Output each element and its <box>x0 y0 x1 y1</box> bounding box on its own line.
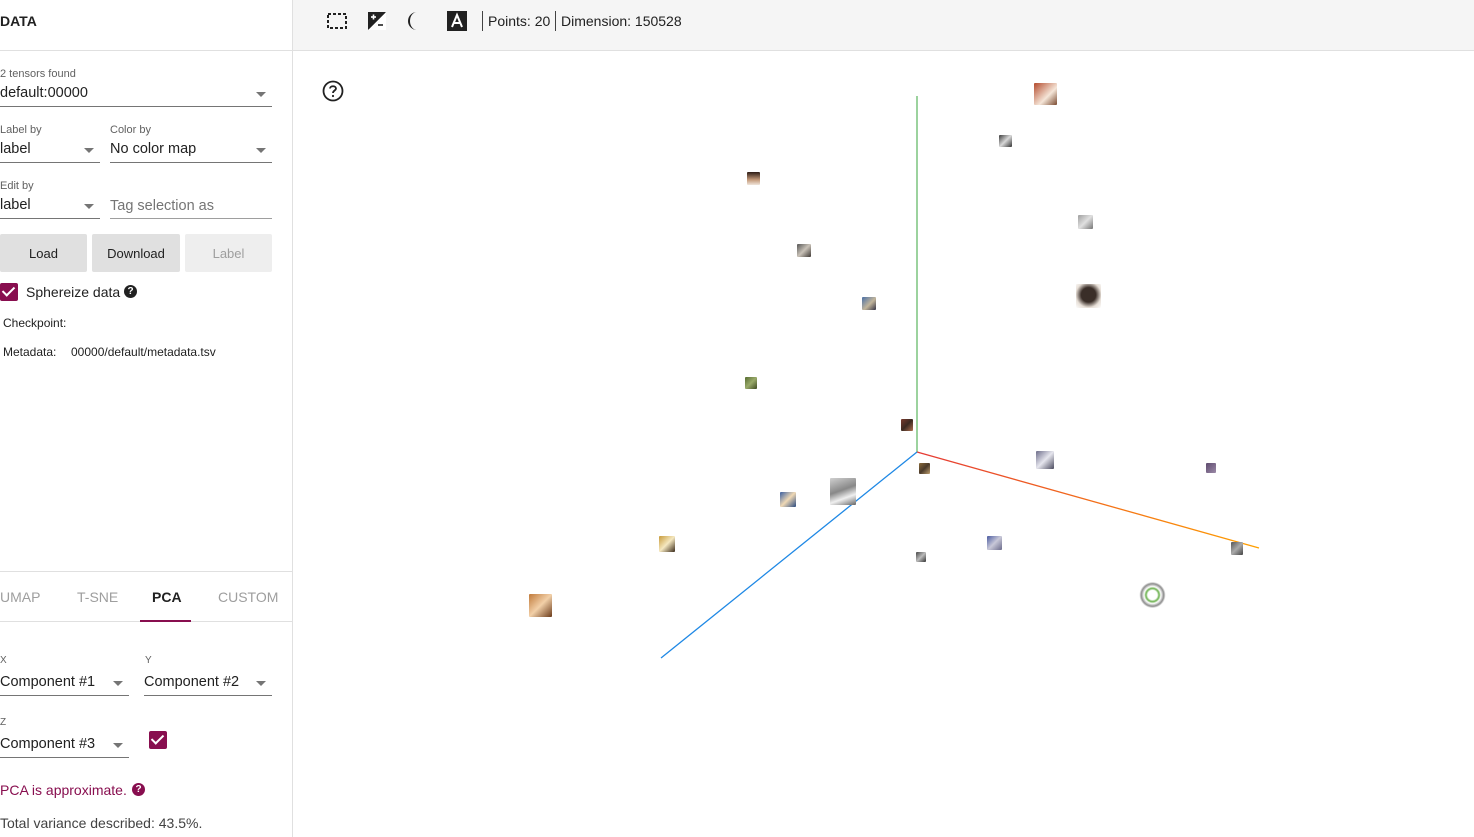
point-thumbnail[interactable] <box>1139 582 1166 608</box>
metadata-path: 00000/default/metadata.tsv <box>71 345 216 359</box>
edit-by-value: label <box>0 197 31 213</box>
active-tab-indicator <box>140 620 191 622</box>
color-by-select[interactable]: No color map <box>110 139 272 163</box>
chevron-down-icon <box>256 681 266 686</box>
night-mode-icon[interactable] <box>366 10 388 32</box>
chevron-down-icon <box>84 148 94 153</box>
load-button[interactable]: Load <box>0 234 87 272</box>
sphereize-checkbox[interactable] <box>0 283 18 301</box>
chevron-down-icon <box>113 681 123 686</box>
point-thumbnail[interactable] <box>830 478 856 505</box>
pca-x-value: Component #1 <box>0 674 96 690</box>
tab-custom[interactable]: CUSTOM <box>218 589 279 605</box>
pca-x-label: X <box>0 655 7 666</box>
point-thumbnail[interactable] <box>780 492 796 507</box>
projection-canvas[interactable] <box>293 51 1474 837</box>
data-panel-title: DATA <box>0 13 37 29</box>
sphereize-label: Sphereize data <box>26 284 121 300</box>
tensor-select[interactable]: default:00000 <box>0 83 272 107</box>
data-panel-header: DATA <box>0 0 292 51</box>
pca-y-value: Component #2 <box>144 674 240 690</box>
dimension-count: Dimension: 150528 <box>561 13 682 29</box>
help-icon[interactable]: ? <box>132 783 145 796</box>
point-thumbnail[interactable] <box>747 172 760 185</box>
tag-selection-field[interactable] <box>110 195 272 219</box>
checkpoint-label: Checkpoint: <box>3 316 67 330</box>
point-thumbnail[interactable] <box>1206 463 1216 473</box>
scatter-3d-plot[interactable] <box>293 51 1474 837</box>
point-thumbnail[interactable] <box>987 536 1002 550</box>
pca-x-select[interactable]: Component #1 <box>0 672 129 696</box>
chevron-down-icon <box>84 204 94 209</box>
label-by-select[interactable]: label <box>0 139 100 163</box>
point-thumbnail[interactable] <box>916 552 926 562</box>
chevron-down-icon <box>256 148 266 153</box>
pca-z-label: Z <box>0 717 7 728</box>
point-thumbnail[interactable] <box>1231 542 1243 555</box>
chevron-down-icon <box>256 92 266 97</box>
tab-pca[interactable]: PCA <box>152 589 182 605</box>
point-thumbnail[interactable] <box>999 135 1012 147</box>
point-thumbnail[interactable] <box>1034 83 1057 105</box>
chevron-down-icon <box>113 743 123 748</box>
label-by-label: Label by <box>0 124 42 136</box>
toolbar-divider <box>555 11 556 31</box>
projection-tabs: UMAP T-SNE PCA CUSTOM <box>0 571 292 622</box>
edit-by-label: Edit by <box>0 180 34 192</box>
point-thumbnail[interactable] <box>1076 284 1101 308</box>
pca-z-value: Component #3 <box>0 736 96 752</box>
point-thumbnail[interactable] <box>919 463 930 474</box>
tensor-select-value: default:00000 <box>0 85 88 101</box>
point-thumbnail[interactable] <box>745 377 757 389</box>
help-icon[interactable] <box>322 80 344 102</box>
pca-y-select[interactable]: Component #2 <box>144 672 272 696</box>
points-count: Points: 20 <box>488 13 551 29</box>
label-button[interactable]: Label <box>185 234 272 272</box>
tab-umap[interactable]: UMAP <box>0 589 41 605</box>
pca-z-checkbox[interactable] <box>149 731 167 749</box>
pca-z-select[interactable]: Component #3 <box>0 734 129 758</box>
label-toggle-icon[interactable] <box>446 10 468 32</box>
point-thumbnail[interactable] <box>529 594 552 617</box>
select-rectangle-icon[interactable] <box>326 10 348 32</box>
contrast-icon[interactable] <box>406 10 428 32</box>
projector-toolbar: Points: 20 Dimension: 150528 <box>293 0 1474 51</box>
point-thumbnail[interactable] <box>1078 215 1093 229</box>
toolbar-divider <box>482 11 483 31</box>
edit-by-select[interactable]: label <box>0 195 100 219</box>
help-icon[interactable]: ? <box>124 285 137 298</box>
tensors-found-label: 2 tensors found <box>0 68 76 80</box>
point-thumbnail[interactable] <box>901 419 913 431</box>
z-axis-line <box>660 451 918 659</box>
pca-approx-text: PCA is approximate. <box>0 782 127 798</box>
point-thumbnail[interactable] <box>862 297 876 310</box>
tab-tsne[interactable]: T-SNE <box>77 589 119 605</box>
point-thumbnail[interactable] <box>659 536 675 552</box>
metadata-label: Metadata: <box>3 345 57 359</box>
label-by-value: label <box>0 141 31 157</box>
data-panel: DATA 2 tensors found default:00000 Label… <box>0 0 293 837</box>
tag-selection-input[interactable] <box>110 195 272 217</box>
point-thumbnail[interactable] <box>1036 451 1054 469</box>
pca-y-label: Y <box>145 655 152 666</box>
download-button[interactable]: Download <box>92 234 180 272</box>
point-thumbnail[interactable] <box>797 244 811 257</box>
color-by-value: No color map <box>110 141 197 157</box>
variance-text: Total variance described: 43.5%. <box>0 815 203 831</box>
x-axis-line <box>916 451 1260 549</box>
color-by-label: Color by <box>110 124 151 136</box>
